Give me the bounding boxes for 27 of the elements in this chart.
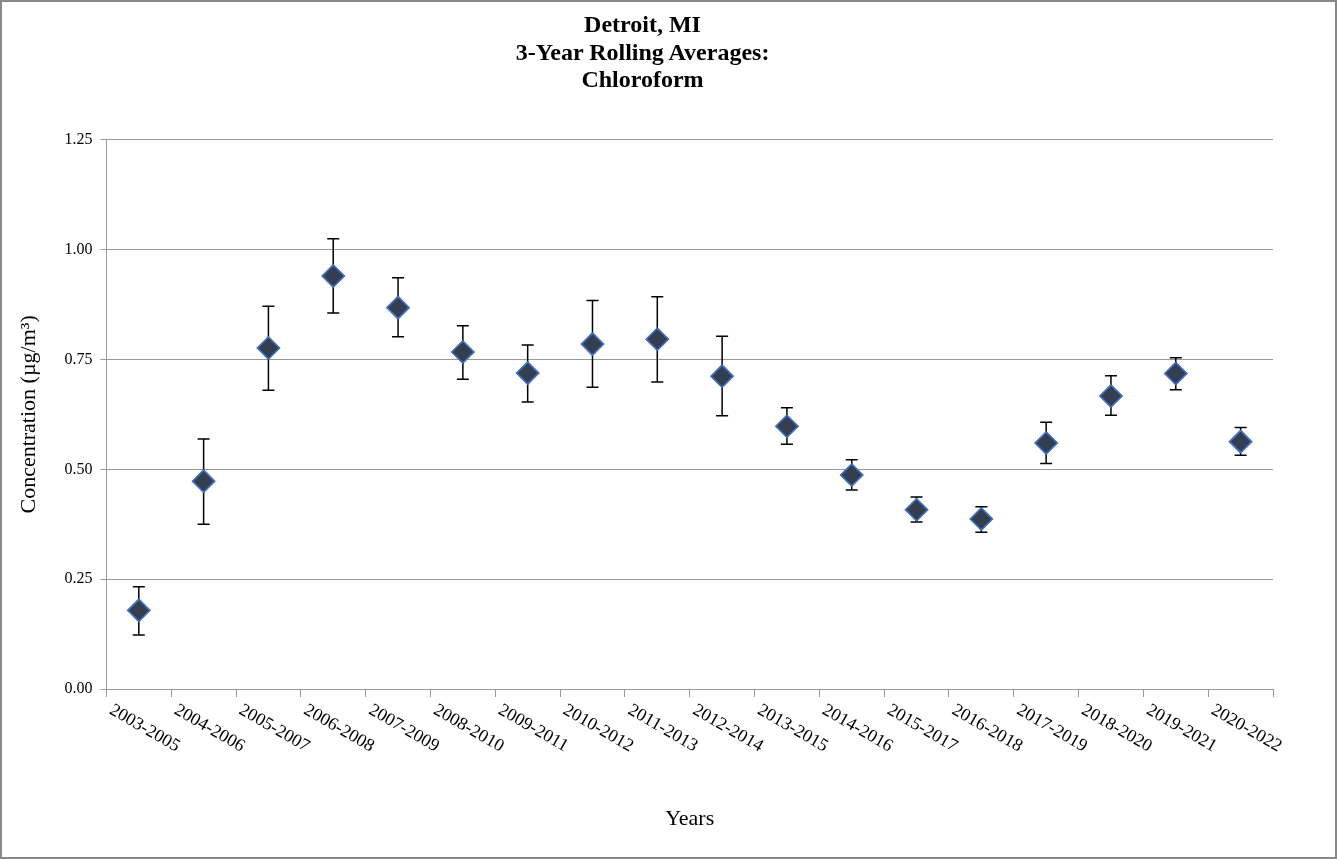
y-tick-label: 0.25: [64, 569, 93, 587]
point: [451, 340, 475, 364]
point: [969, 507, 994, 531]
point: [256, 336, 281, 360]
y-tick-label: 0.50: [64, 459, 93, 477]
point: [515, 361, 540, 385]
point: [1034, 431, 1058, 455]
point: [127, 598, 151, 623]
y-tick-label: 1.25: [64, 130, 93, 147]
point: [191, 469, 216, 493]
point: [1164, 361, 1188, 386]
point: [775, 414, 799, 439]
y-tick-label: 0.00: [64, 679, 93, 697]
x-axis-title: Years: [665, 804, 715, 830]
point: [710, 364, 734, 388]
point: [904, 497, 929, 522]
point: [1228, 429, 1253, 454]
y-tick-label: 1.00: [64, 239, 93, 257]
point: [386, 295, 410, 320]
point: [1099, 384, 1123, 408]
point: [580, 332, 605, 356]
point: [839, 463, 864, 487]
point: [645, 327, 670, 352]
chart-title: Detroit, MI 3-Year Rolling Averages: Chloroform: [515, 11, 770, 93]
y-tick-label: 0.75: [64, 349, 93, 367]
point: [321, 264, 345, 288]
y-axis-title: Concentration (µg/m³): [14, 315, 40, 514]
